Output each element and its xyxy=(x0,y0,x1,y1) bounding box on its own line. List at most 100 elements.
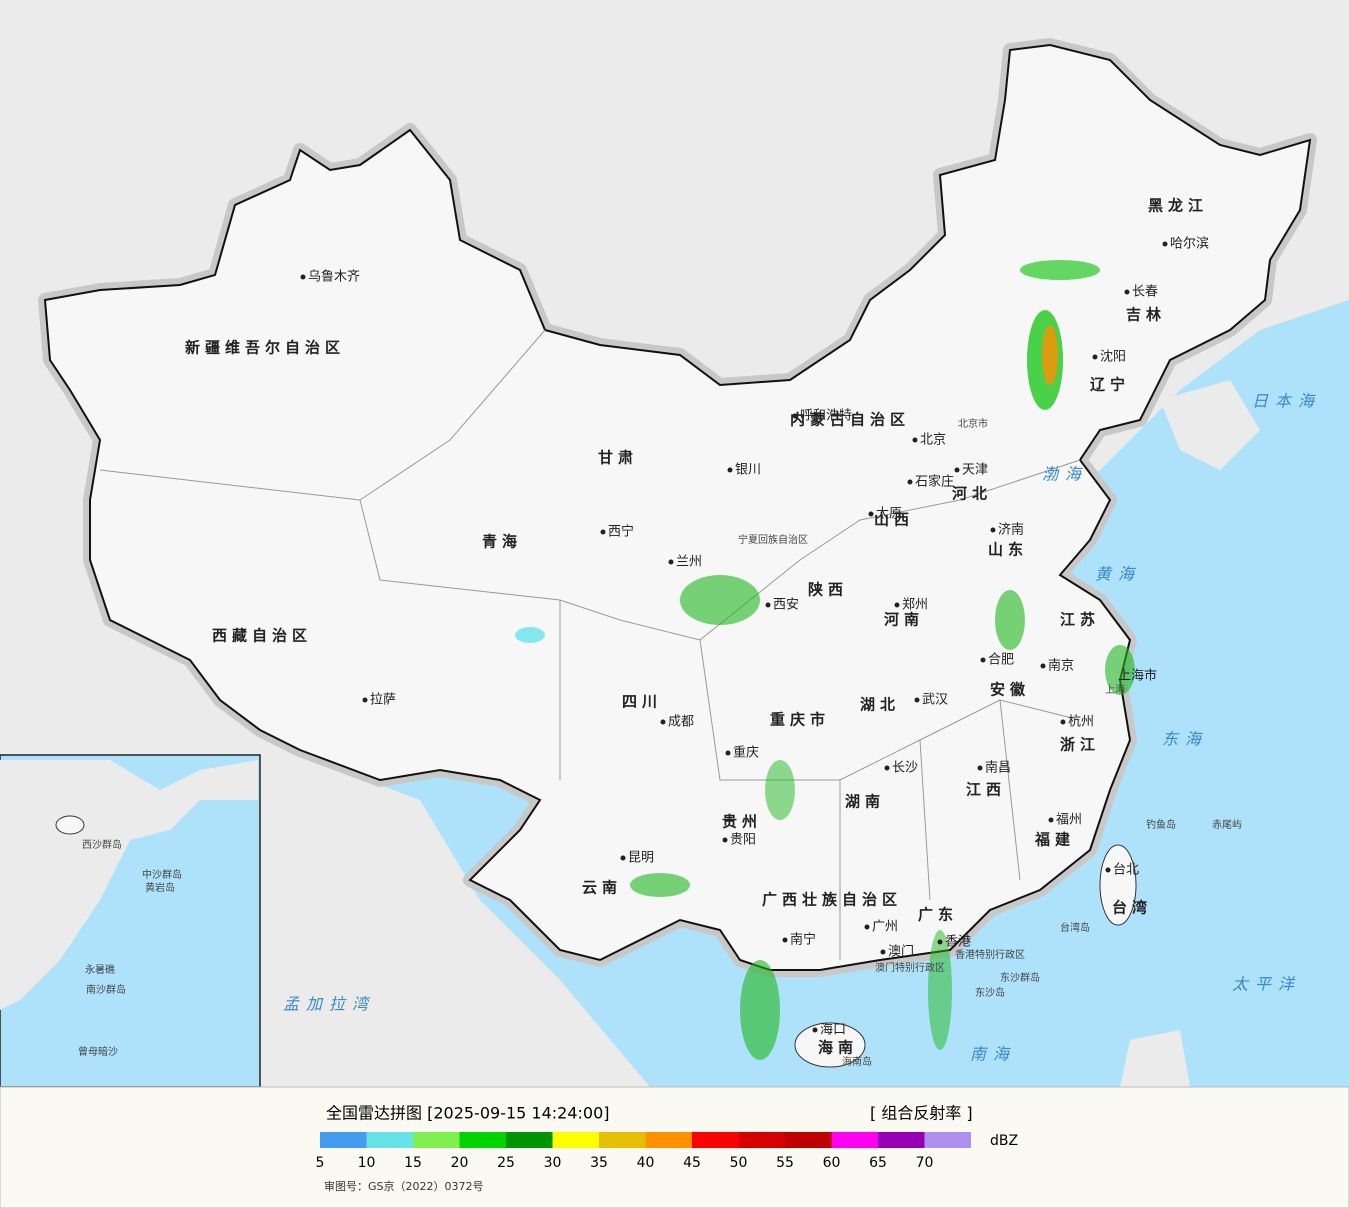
legend-tick-label: 55 xyxy=(776,1155,794,1171)
province-label: 青海 xyxy=(482,533,522,551)
radar-echoes xyxy=(515,260,1135,1060)
legend-tick-label: 35 xyxy=(590,1155,608,1171)
city-dot xyxy=(884,765,890,771)
city-dot xyxy=(977,765,983,771)
city-dot xyxy=(1060,719,1066,725)
legend-product: [ 组合反射率 ] xyxy=(870,1104,973,1123)
sea-label: 孟加拉湾 xyxy=(283,995,375,1014)
place-label: 沈阳 xyxy=(1100,350,1126,365)
province-label: 河北 xyxy=(952,485,992,503)
legend-tick-label: 70 xyxy=(916,1155,934,1171)
legend-tick-label: 30 xyxy=(544,1155,562,1171)
sea-label: 太平洋 xyxy=(1232,975,1301,994)
city-dot xyxy=(620,855,626,861)
place-label: 南沙群岛 xyxy=(86,983,126,996)
approval-number: 审图号：GS京（2022）0372号 xyxy=(324,1179,484,1193)
city-dot xyxy=(1162,241,1168,247)
place-label: 拉萨 xyxy=(370,693,396,708)
province-label: 辽宁 xyxy=(1090,376,1130,394)
legend-tick-label: 45 xyxy=(683,1155,701,1171)
city-dot xyxy=(300,274,306,280)
province-label: 浙江 xyxy=(1060,736,1100,754)
radar-echo xyxy=(995,590,1025,650)
legend-swatch xyxy=(924,1132,971,1148)
radar-echo xyxy=(680,575,760,625)
place-label: 合肥 xyxy=(988,653,1014,668)
place-label: 成都 xyxy=(668,715,694,730)
place-label: 上海 xyxy=(1105,683,1125,696)
place-label: 郑州 xyxy=(902,598,928,613)
legend-tick-label: 20 xyxy=(451,1155,469,1171)
place-label: 南宁 xyxy=(790,932,816,948)
place-label: 广州 xyxy=(872,920,898,935)
radar-echo xyxy=(1042,325,1058,385)
city-dot xyxy=(1124,289,1130,295)
province-label: 新疆维吾尔自治区 xyxy=(185,339,345,357)
city-dot xyxy=(990,527,996,533)
city-dot xyxy=(912,437,918,443)
place-label: 海南岛 xyxy=(842,1055,872,1068)
place-label: 贵阳 xyxy=(730,833,756,848)
place-label: 东沙岛 xyxy=(975,986,1005,999)
province-label: 湖北 xyxy=(860,696,900,714)
province-label: 福建 xyxy=(1034,831,1075,849)
city-dot xyxy=(660,719,666,725)
place-label: 西安 xyxy=(773,598,799,613)
legend-swatch xyxy=(785,1132,832,1148)
taiwan xyxy=(1099,844,1137,926)
legend-unit: dBZ xyxy=(990,1133,1018,1149)
legend-swatch xyxy=(599,1132,646,1148)
place-label: 永暑礁 xyxy=(85,963,115,976)
place-label: 黄岩岛 xyxy=(145,881,175,894)
place-label: 呼和浩特 xyxy=(800,409,852,424)
radar-echo xyxy=(765,760,795,820)
place-label: 北京市 xyxy=(958,417,988,430)
province-label: 广西壮族自治区 xyxy=(762,891,902,909)
place-label: 澳门 xyxy=(888,944,914,960)
city-dot xyxy=(1040,663,1046,669)
place-label: 澳门特别行政区 xyxy=(875,961,945,974)
city-dot xyxy=(725,750,731,756)
legend-swatch xyxy=(552,1132,599,1148)
city-dot xyxy=(812,1027,818,1033)
legend-swatch xyxy=(831,1132,878,1148)
city-dot xyxy=(1092,354,1098,360)
city-dot xyxy=(727,467,733,473)
city-dot xyxy=(937,939,943,945)
place-label: 香港 xyxy=(945,935,971,950)
legend-swatch xyxy=(413,1132,460,1148)
city-dot xyxy=(722,837,728,843)
place-label: 银川 xyxy=(735,463,761,478)
place-label: 中沙群岛 xyxy=(142,868,182,881)
legend-tick-label: 60 xyxy=(823,1155,841,1171)
place-label: 西宁 xyxy=(608,524,634,540)
province-label: 贵州 xyxy=(722,813,762,831)
radar-echo xyxy=(740,960,780,1060)
city-dot xyxy=(765,602,771,608)
city-dot xyxy=(868,511,874,517)
hainan xyxy=(794,1022,866,1068)
legend-swatch xyxy=(692,1132,739,1148)
city-dot xyxy=(954,467,960,473)
province-label: 江西 xyxy=(966,781,1006,799)
province-label: 甘肃 xyxy=(598,449,638,467)
province-label: 黑龙江 xyxy=(1148,197,1208,215)
sea-label: 东海 xyxy=(1162,730,1208,749)
place-label: 太原 xyxy=(876,507,902,522)
radar-echo xyxy=(515,627,545,643)
radar-echo xyxy=(1105,645,1135,695)
city-dot xyxy=(914,697,920,703)
place-label: 福州 xyxy=(1056,813,1082,828)
city-dot xyxy=(362,697,368,703)
province-label: 重庆市 xyxy=(770,711,830,729)
legend-tick-label: 25 xyxy=(497,1155,515,1171)
legend-tick-label: 5 xyxy=(316,1155,325,1171)
legend-swatch xyxy=(459,1132,506,1148)
legend-title: 全国雷达拼图 [2025-09-15 14:24:00] xyxy=(326,1104,610,1123)
radar-echo xyxy=(928,930,952,1050)
province-borders xyxy=(99,329,1081,960)
place-label: 海口 xyxy=(820,1023,846,1038)
legend-tick-label: 10 xyxy=(358,1155,376,1171)
province-label: 吉林 xyxy=(1126,306,1166,324)
